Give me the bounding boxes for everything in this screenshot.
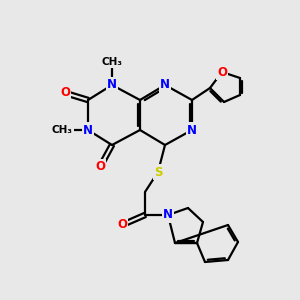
Text: N: N (187, 124, 197, 136)
Text: N: N (160, 79, 170, 92)
Text: N: N (107, 79, 117, 92)
Text: S: S (154, 166, 162, 178)
Text: O: O (95, 160, 105, 173)
Text: CH₃: CH₃ (52, 125, 73, 135)
Text: N: N (83, 124, 93, 136)
Text: O: O (60, 86, 70, 100)
Text: CH₃: CH₃ (101, 57, 122, 67)
Text: O: O (217, 65, 227, 79)
Text: N: N (163, 208, 173, 221)
Text: O: O (117, 218, 127, 232)
